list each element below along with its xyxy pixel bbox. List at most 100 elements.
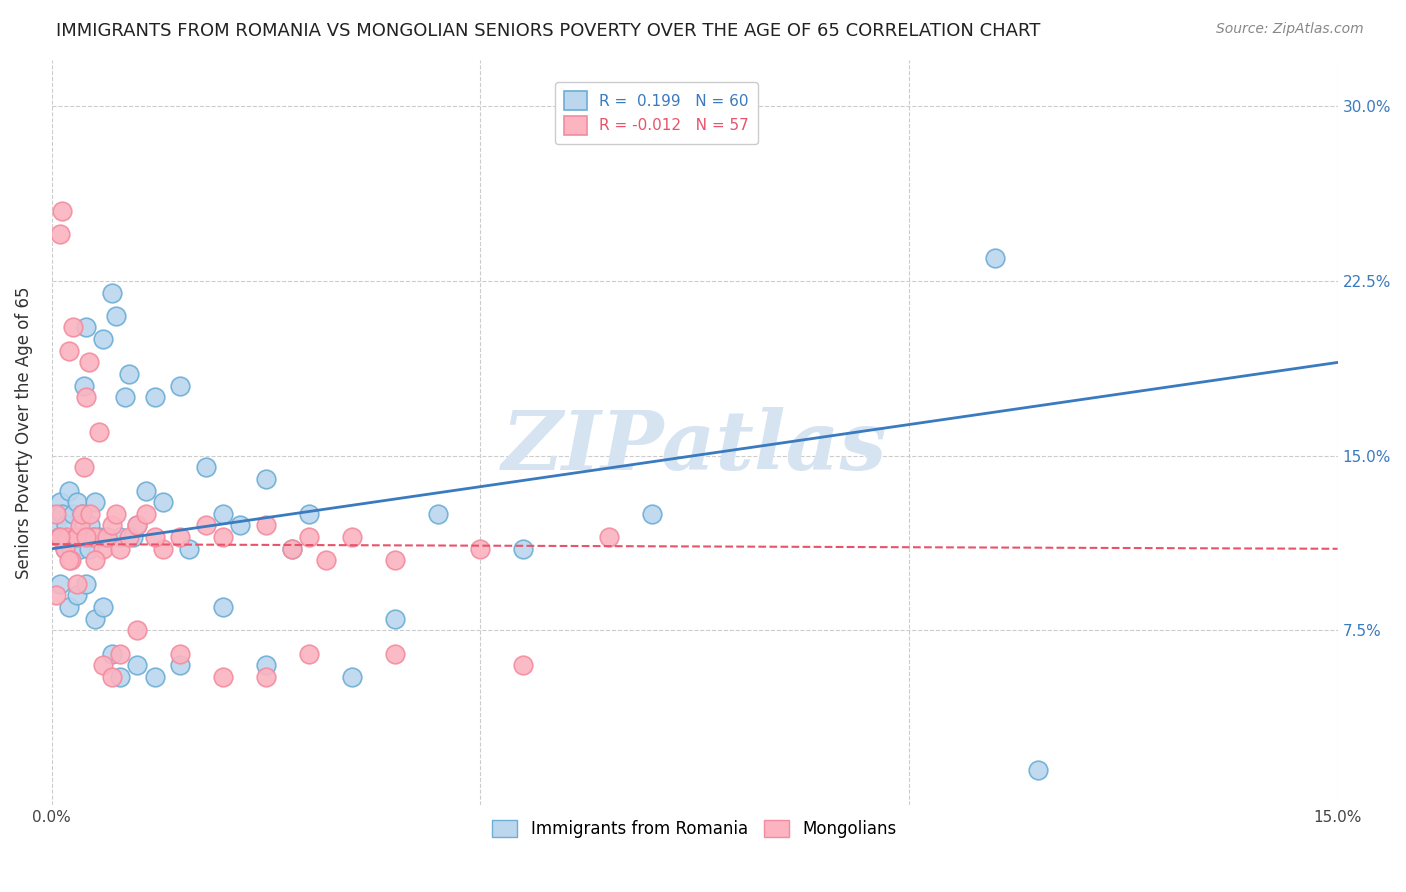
Point — [195, 518, 218, 533]
Point — [66, 495, 89, 509]
Point — [45, 507, 67, 521]
Point — [169, 530, 191, 544]
Point — [100, 518, 122, 533]
Point — [77, 541, 100, 556]
Point — [75, 320, 97, 334]
Point — [212, 600, 235, 615]
Point — [83, 530, 105, 544]
Point — [48, 530, 70, 544]
Point — [77, 355, 100, 369]
Point — [91, 332, 114, 346]
Point — [75, 530, 97, 544]
Point — [254, 658, 277, 673]
Point — [298, 530, 321, 544]
Point — [70, 507, 93, 521]
Point — [59, 553, 82, 567]
Point — [254, 472, 277, 486]
Point — [49, 576, 72, 591]
Point — [69, 541, 91, 556]
Point — [59, 541, 82, 556]
Legend: Immigrants from Romania, Mongolians: Immigrants from Romania, Mongolians — [485, 814, 904, 845]
Point — [91, 600, 114, 615]
Point — [169, 647, 191, 661]
Point — [384, 612, 406, 626]
Point — [114, 390, 136, 404]
Y-axis label: Seniors Poverty Over the Age of 65: Seniors Poverty Over the Age of 65 — [15, 286, 32, 579]
Point — [87, 425, 110, 440]
Point — [79, 507, 101, 521]
Point — [254, 670, 277, 684]
Point — [127, 518, 149, 533]
Point — [426, 507, 449, 521]
Point — [195, 460, 218, 475]
Point — [384, 647, 406, 661]
Point — [212, 507, 235, 521]
Point — [118, 367, 141, 381]
Point — [56, 530, 79, 544]
Point — [75, 390, 97, 404]
Point — [135, 483, 157, 498]
Text: ZIPatlas: ZIPatlas — [502, 408, 887, 487]
Point — [100, 670, 122, 684]
Point — [384, 553, 406, 567]
Point — [75, 576, 97, 591]
Point — [91, 541, 114, 556]
Point — [298, 647, 321, 661]
Point — [152, 495, 174, 509]
Point — [48, 530, 70, 544]
Point — [512, 658, 534, 673]
Point — [983, 251, 1005, 265]
Point — [143, 530, 166, 544]
Point — [152, 541, 174, 556]
Point — [169, 658, 191, 673]
Point — [49, 227, 72, 242]
Point — [143, 390, 166, 404]
Point — [127, 624, 149, 638]
Point — [73, 460, 96, 475]
Point — [53, 541, 76, 556]
Point — [212, 530, 235, 544]
Point — [58, 483, 80, 498]
Text: Source: ZipAtlas.com: Source: ZipAtlas.com — [1216, 22, 1364, 37]
Point — [340, 530, 363, 544]
Point — [83, 553, 105, 567]
Point — [641, 507, 664, 521]
Point — [83, 495, 105, 509]
Point — [96, 530, 118, 544]
Point — [69, 518, 91, 533]
Point — [51, 507, 73, 521]
Point — [118, 530, 141, 544]
Point — [110, 530, 132, 544]
Point — [58, 600, 80, 615]
Point — [212, 670, 235, 684]
Point — [1026, 763, 1049, 777]
Point — [66, 588, 89, 602]
Point — [65, 530, 87, 544]
Point — [87, 530, 110, 544]
Point — [91, 658, 114, 673]
Point — [100, 285, 122, 300]
Point — [51, 204, 73, 219]
Point — [177, 541, 200, 556]
Point — [281, 541, 304, 556]
Point — [45, 588, 67, 602]
Point — [470, 541, 492, 556]
Point — [143, 670, 166, 684]
Point — [66, 576, 89, 591]
Point — [100, 647, 122, 661]
Point — [127, 658, 149, 673]
Point — [73, 378, 96, 392]
Point — [82, 530, 104, 544]
Point — [105, 507, 128, 521]
Point — [62, 320, 84, 334]
Point — [127, 518, 149, 533]
Point — [49, 495, 72, 509]
Point — [65, 530, 87, 544]
Point — [66, 530, 89, 544]
Point — [598, 530, 620, 544]
Point — [169, 378, 191, 392]
Point — [58, 553, 80, 567]
Point — [298, 507, 321, 521]
Point — [315, 553, 337, 567]
Point — [96, 530, 118, 544]
